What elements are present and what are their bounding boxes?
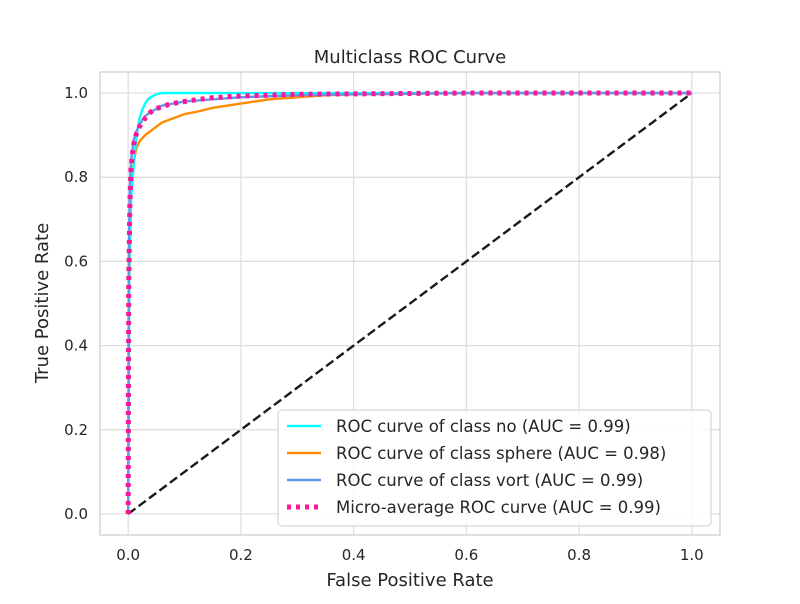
legend-label-1: ROC curve of class sphere (AUC = 0.98) (336, 444, 666, 463)
y-tick-label: 0.4 (64, 337, 88, 355)
y-tick-label: 1.0 (64, 84, 88, 102)
x-tick-label: 0.8 (567, 546, 591, 564)
chart-title: Multiclass ROC Curve (314, 47, 506, 68)
y-tick-label: 0.2 (64, 421, 88, 439)
legend-label-3: Micro-average ROC curve (AUC = 0.99) (336, 498, 661, 517)
x-axis-label: False Positive Rate (326, 570, 493, 591)
series-line-3 (125, 90, 692, 514)
x-tick-label: 0.2 (229, 546, 253, 564)
x-tick-label: 1.0 (680, 546, 704, 564)
y-tick-label: 0.6 (64, 252, 88, 270)
series-line-2 (126, 91, 692, 514)
y-tick-label: 0.0 (64, 505, 88, 523)
chance-diagonal-line (127, 92, 693, 515)
legend-label-2: ROC curve of class vort (AUC = 0.99) (336, 471, 643, 490)
x-tick-label: 0.0 (116, 546, 140, 564)
y-tick-label: 0.8 (64, 168, 88, 186)
plot-frame (99, 71, 721, 536)
series-lines (125, 90, 693, 515)
x-tick-label: 0.6 (454, 546, 478, 564)
tick-labels: 0.0 0.2 0.4 0.6 0.8 1.0 0.0 0.2 0.4 0.6 0.8 1.0 (64, 84, 704, 564)
legend: ROC curve of class no (AUC = 0.99) ROC cu… (277, 409, 712, 527)
series-line-0 (126, 91, 692, 514)
x-tick-label: 0.4 (342, 546, 366, 564)
legend-box (277, 409, 712, 527)
y-axis-label: True Positive Rate (32, 223, 53, 384)
legend-label-0: ROC curve of class no (AUC = 0.99) (336, 417, 631, 436)
